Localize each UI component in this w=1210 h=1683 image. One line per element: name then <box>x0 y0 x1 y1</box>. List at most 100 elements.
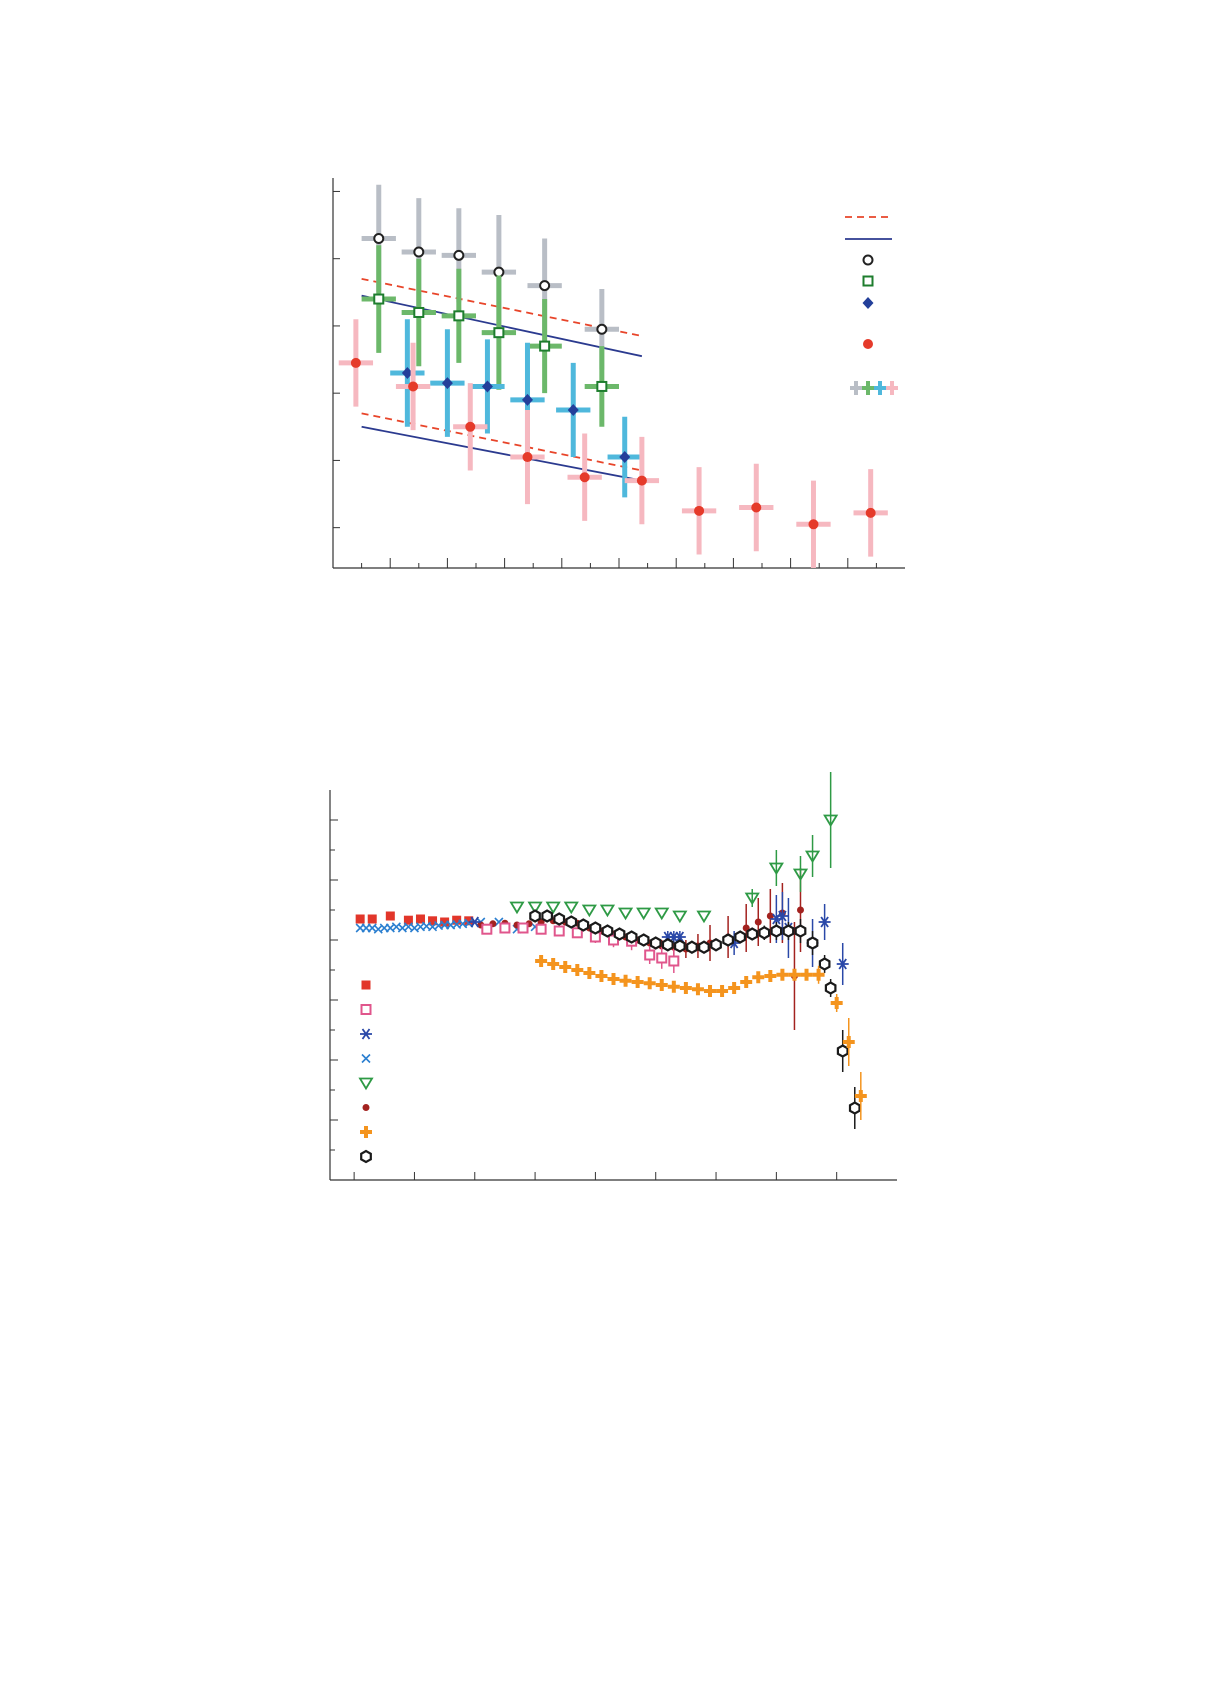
data-point <box>792 868 809 882</box>
data-point <box>599 904 616 918</box>
data-point <box>698 940 710 954</box>
data-point <box>465 421 476 432</box>
data-point <box>848 1101 861 1115</box>
data-point <box>636 907 652 921</box>
data-point <box>522 452 533 463</box>
data-point <box>751 502 762 513</box>
data-point <box>808 519 819 530</box>
data-point <box>373 233 385 245</box>
data-point <box>746 927 759 941</box>
data-point <box>654 907 670 921</box>
data-point <box>527 901 543 915</box>
data-point <box>644 949 656 961</box>
data-point <box>563 901 579 915</box>
data-point <box>818 916 831 928</box>
data-point <box>608 934 619 946</box>
data-point <box>818 957 831 971</box>
data-point <box>740 976 753 988</box>
data-point <box>481 923 493 935</box>
data-point <box>350 357 361 368</box>
data-point <box>710 938 722 952</box>
data-point <box>649 936 662 950</box>
legend-filled-cross <box>360 1126 372 1138</box>
data-point <box>589 921 602 935</box>
legend-small-filled-circle <box>362 1104 370 1111</box>
data-point <box>373 293 385 305</box>
legend-open-circle <box>862 254 874 266</box>
data-point <box>583 967 596 979</box>
data-point <box>764 970 777 982</box>
data-point <box>824 981 837 995</box>
data-point <box>637 933 650 947</box>
data-point <box>691 983 704 996</box>
data-point <box>535 923 547 935</box>
data-point <box>565 915 578 929</box>
legend-open-triangle-down <box>358 1077 374 1091</box>
data-point <box>539 340 551 352</box>
chart-bottom-axes <box>329 790 897 1181</box>
data-point <box>493 327 505 339</box>
data-point <box>529 909 541 923</box>
data-point <box>541 909 554 923</box>
data-point <box>547 958 560 970</box>
data-point <box>668 955 680 967</box>
data-point <box>581 904 597 918</box>
data-point <box>617 907 634 921</box>
data-point <box>413 306 425 318</box>
data-point <box>509 901 525 915</box>
data-point <box>601 924 614 938</box>
legend-filled-diamond <box>862 297 874 309</box>
data-point <box>428 916 438 926</box>
data-point <box>539 280 551 292</box>
data-point <box>782 924 795 938</box>
data-point <box>673 931 686 943</box>
data-point <box>553 925 565 937</box>
data-point <box>401 367 413 379</box>
data-point <box>742 924 750 932</box>
data-point <box>415 914 425 924</box>
legend-open-hexagon <box>360 1149 372 1164</box>
data-point <box>794 924 807 938</box>
data-point <box>770 924 783 938</box>
data-point <box>571 964 584 976</box>
data-point <box>788 968 801 981</box>
data-point <box>776 968 789 981</box>
data-point <box>744 892 760 906</box>
data-point <box>625 930 638 944</box>
data-point <box>655 979 668 991</box>
data-point <box>734 930 747 944</box>
data-point <box>441 377 453 390</box>
data-point <box>776 910 789 922</box>
data-point <box>367 914 377 924</box>
data-point <box>408 381 419 392</box>
data-point <box>804 850 821 864</box>
data-point <box>679 982 692 994</box>
data-point <box>694 505 705 516</box>
chart-top <box>332 178 905 569</box>
data-point <box>571 927 583 939</box>
data-point <box>385 911 395 921</box>
data-point <box>673 939 686 953</box>
data-point <box>355 914 365 924</box>
data-point <box>619 451 631 464</box>
data-point <box>521 393 533 406</box>
data-point <box>722 933 735 947</box>
data-point <box>704 985 717 997</box>
solid-fit-line <box>361 425 643 482</box>
data-point <box>842 1036 855 1048</box>
data-point <box>672 910 688 924</box>
data-point <box>453 310 465 322</box>
data-point <box>752 971 765 984</box>
data-point <box>499 922 511 934</box>
data-point <box>440 917 450 927</box>
data-point <box>545 901 561 915</box>
chart-top-axes <box>332 178 905 569</box>
data-point <box>768 862 784 876</box>
data-point <box>403 915 413 925</box>
chart-top-legend <box>845 216 898 395</box>
data-point <box>806 936 819 950</box>
chart-top-lines <box>361 277 643 482</box>
data-point <box>481 380 493 393</box>
data-point <box>766 912 774 920</box>
data-point <box>413 246 425 258</box>
